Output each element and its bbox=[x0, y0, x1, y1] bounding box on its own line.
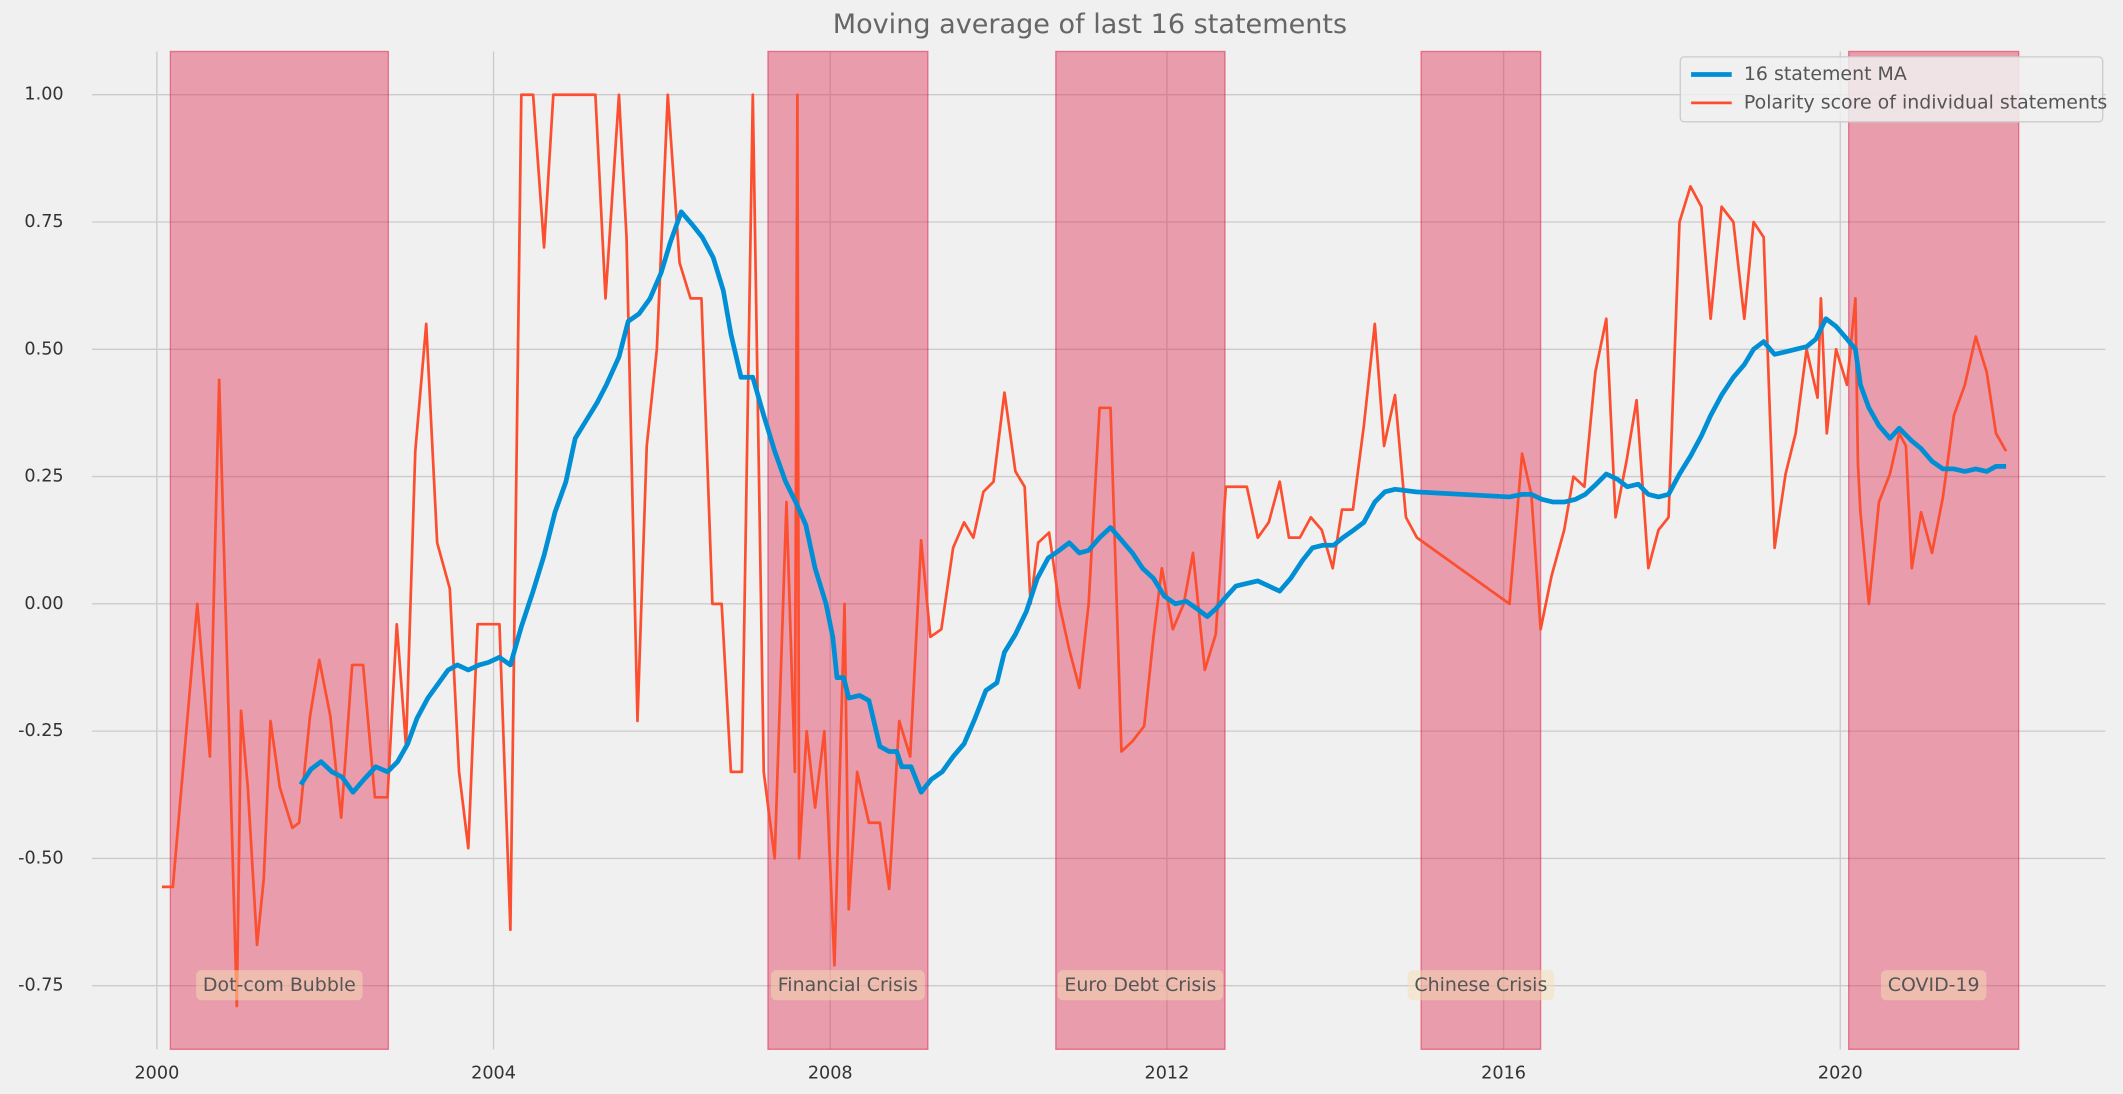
y-tick-label: -0.75 bbox=[18, 976, 64, 996]
region-label-box bbox=[771, 970, 925, 1001]
y-tick-label: 0.00 bbox=[24, 594, 63, 614]
x-tick-label: 2012 bbox=[1145, 1064, 1190, 1084]
y-tick-label: 0.75 bbox=[24, 212, 63, 232]
region-label: COVID-19 bbox=[1888, 974, 1980, 996]
x-tick-label: 2008 bbox=[808, 1064, 853, 1084]
x-tick-label: 2004 bbox=[471, 1064, 516, 1084]
shaded-region bbox=[1420, 50, 1542, 1050]
region-label-box bbox=[1057, 970, 1224, 1001]
y-tick-label: 1.00 bbox=[24, 85, 63, 105]
line-series bbox=[161, 93, 2008, 1008]
region-label-group: Financial Crisis bbox=[771, 970, 925, 1001]
region-label-group: Chinese Crisis bbox=[1407, 970, 1555, 1001]
shaded-region bbox=[169, 50, 390, 1050]
region-label: Dot-com Bubble bbox=[203, 974, 356, 996]
y-tick-label: -0.25 bbox=[18, 721, 64, 741]
region-label: Financial Crisis bbox=[778, 974, 918, 996]
region-label-box bbox=[1407, 970, 1555, 1001]
legend-label: 16 statement MA bbox=[1744, 63, 1907, 85]
region-label-box bbox=[196, 970, 363, 1001]
region-label-group: Euro Debt Crisis bbox=[1057, 970, 1224, 1001]
region-label: Euro Debt Crisis bbox=[1064, 974, 1216, 996]
region-label-box bbox=[1880, 970, 1987, 1001]
region-label-group: Dot-com Bubble bbox=[196, 970, 363, 1001]
y-tick-label: 0.25 bbox=[24, 467, 63, 487]
line-series bbox=[298, 209, 2007, 795]
region-label: Chinese Crisis bbox=[1414, 974, 1547, 996]
y-tick-label: 0.50 bbox=[24, 339, 63, 359]
legend-box bbox=[1679, 56, 2104, 123]
x-tick-label: 2000 bbox=[134, 1064, 179, 1084]
x-tick-label: 2020 bbox=[1818, 1064, 1863, 1084]
region-label-group: COVID-19 bbox=[1880, 970, 1987, 1001]
chart-title: Moving average of last 16 statements bbox=[833, 9, 1347, 40]
legend-label: Polarity score of individual statements bbox=[1744, 91, 2107, 113]
y-tick-label: -0.50 bbox=[18, 848, 64, 868]
x-tick-label: 2016 bbox=[1481, 1064, 1526, 1084]
